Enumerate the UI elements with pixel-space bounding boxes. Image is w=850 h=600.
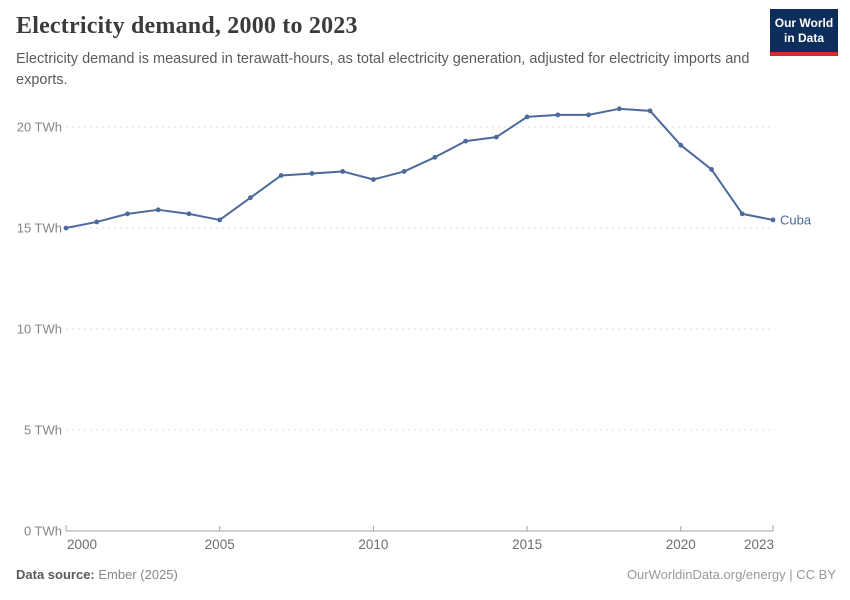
data-point[interactable] [278, 173, 284, 178]
data-point[interactable] [678, 142, 684, 148]
data-point[interactable] [309, 171, 315, 176]
data-point[interactable] [739, 211, 745, 217]
chart-subtitle: Electricity demand is measured in terawa… [16, 51, 750, 88]
data-point[interactable] [370, 177, 376, 182]
data-point[interactable] [770, 217, 776, 223]
y-axis-tick-label: 10 TWh [17, 322, 62, 337]
y-axis-tick-label: 5 TWh [24, 423, 62, 438]
owid-logo[interactable]: Our World in Data [770, 9, 838, 56]
data-point[interactable] [125, 211, 130, 217]
data-point[interactable] [463, 138, 469, 144]
data-point[interactable] [186, 211, 192, 217]
data-point[interactable] [248, 195, 253, 201]
data-point[interactable] [647, 108, 653, 114]
data-point[interactable] [217, 217, 223, 223]
data-line[interactable] [65, 107, 774, 229]
x-axis-tick-label: 2000 [67, 537, 97, 552]
data-point[interactable] [616, 106, 622, 112]
x-axis-tick-label: 2015 [512, 537, 542, 552]
data-point[interactable] [340, 169, 346, 174]
y-axis-tick-label: 15 TWh [17, 221, 62, 236]
chart-title: Electricity demand, 2000 to 2023 [16, 13, 358, 39]
data-point[interactable] [94, 219, 100, 225]
data-source-label: Data source: [16, 567, 95, 582]
data-point[interactable] [432, 154, 438, 160]
x-axis-tick-label: 2005 [205, 537, 235, 552]
series-end-label[interactable]: Cuba [780, 212, 812, 227]
data-point[interactable] [155, 207, 161, 213]
y-axis-tick-label: 0 TWh [24, 524, 62, 539]
data-point[interactable] [524, 114, 530, 120]
x-axis-tick-label: 2020 [666, 537, 696, 552]
x-axis-tick-label: 2010 [358, 537, 388, 552]
data-source: Data source: Ember (2025) [16, 567, 178, 582]
data-source-value[interactable]: Ember (2025) [98, 567, 178, 582]
data-point[interactable] [401, 169, 407, 174]
attribution-link[interactable]: OurWorldinData.org/energy | CC BY [626, 567, 836, 582]
data-point[interactable] [493, 134, 499, 140]
owid-logo-line2: in Data [783, 31, 824, 45]
y-axis-tick-label: 20 TWh [17, 120, 62, 135]
data-point[interactable] [555, 112, 561, 118]
chart-header: Electricity demand, 2000 to 2023 Electri… [16, 13, 766, 90]
x-axis-tick-label: 2023 [744, 537, 774, 552]
owid-logo-line1: Our World [774, 16, 834, 30]
data-point[interactable] [586, 112, 591, 118]
data-point[interactable] [63, 225, 69, 231]
data-point[interactable] [709, 167, 714, 172]
chart-footer: Data source: Ember (2025) OurWorldinData… [16, 567, 836, 582]
